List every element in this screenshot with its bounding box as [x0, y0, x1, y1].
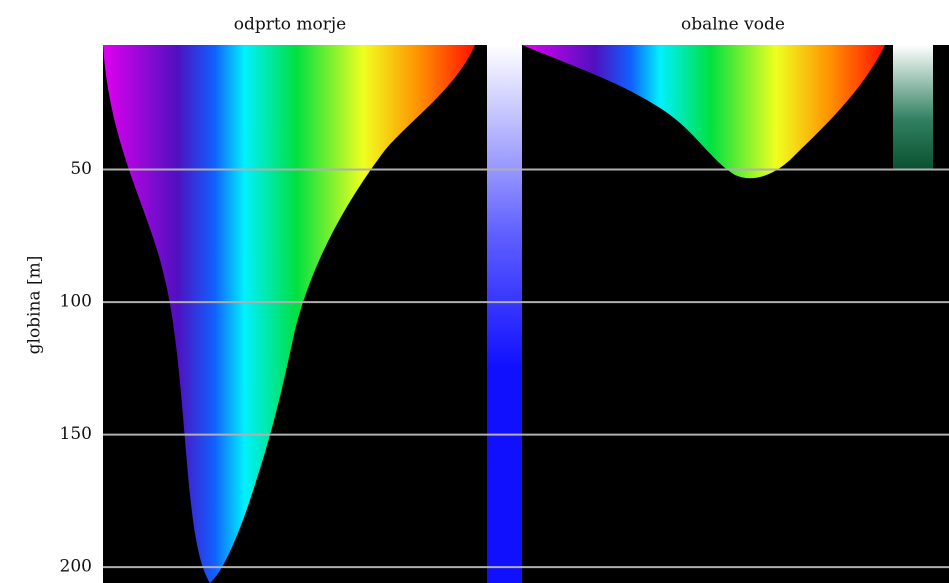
coastal-depth-bar	[893, 45, 933, 170]
y-axis-label: globina [m]	[25, 256, 45, 355]
y-tick-label: 50	[70, 159, 92, 179]
panel-title: odprto morje	[234, 15, 346, 35]
panel-title: obalne vode	[681, 15, 785, 35]
y-tick-label: 200	[60, 557, 92, 577]
diagram: odprto morje obalne vode globina [m] 50 1…	[0, 0, 949, 583]
y-tick-label: 100	[60, 292, 92, 312]
open-sea-depth-bar	[487, 45, 522, 583]
y-tick-label: 150	[60, 424, 92, 444]
